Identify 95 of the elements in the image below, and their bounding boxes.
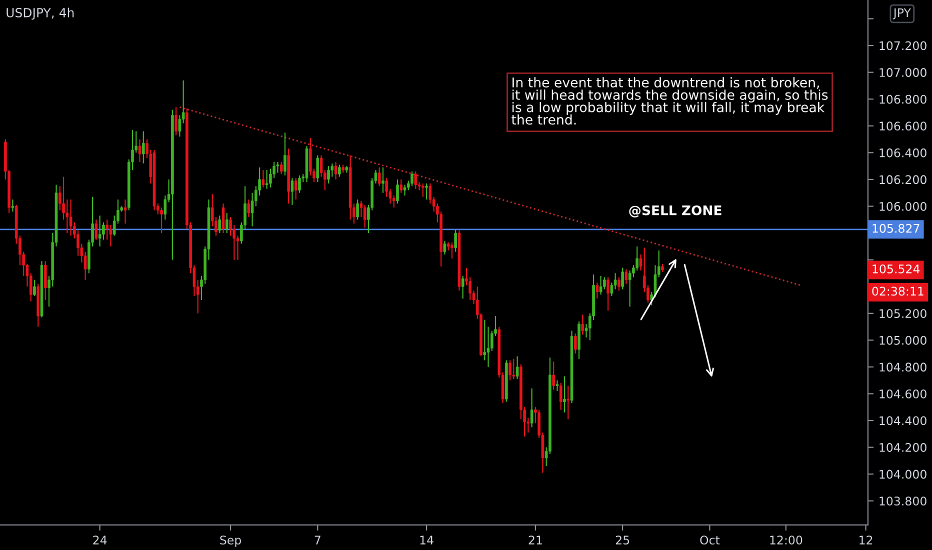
candlestick xyxy=(563,376,566,414)
candlestick xyxy=(382,166,384,194)
candlestick xyxy=(530,388,534,428)
candlestick xyxy=(363,204,366,228)
candlestick xyxy=(338,164,341,178)
candlestick xyxy=(454,228,457,252)
candlestick xyxy=(599,275,602,296)
x-tick-label: 12 xyxy=(860,536,872,544)
candlestick xyxy=(422,182,424,198)
y-tick-label: 106.600 xyxy=(880,122,926,131)
candlestick xyxy=(461,275,464,300)
annotation: In the event that the downtrend is not broken, it will head towards the downside again, so this is a low probability that it will fall, it may break the trend. xyxy=(512,77,828,125)
x-tick-label: 21 xyxy=(528,536,542,544)
candlestick xyxy=(142,130,145,164)
candlestick xyxy=(225,212,228,234)
candlestick xyxy=(69,198,72,236)
annotation: @SELL ZONE xyxy=(629,205,722,218)
y-tick-label: 107.200 xyxy=(880,41,926,50)
x-tick-label: 14 xyxy=(420,536,434,544)
candlestick xyxy=(356,198,359,220)
candlestick xyxy=(566,385,570,420)
y-tick-label: 105.200 xyxy=(880,309,926,318)
candlestick xyxy=(581,314,584,336)
candlestick xyxy=(11,198,14,212)
candlestick xyxy=(552,361,556,390)
text: JPY xyxy=(892,8,911,20)
text: USDJPY, 4h xyxy=(6,8,74,20)
candlestick xyxy=(247,198,250,218)
candlestick xyxy=(284,132,286,176)
candlestick xyxy=(290,178,294,206)
x-tick-label: Oct xyxy=(700,536,720,545)
y-tick-label: 104.400 xyxy=(880,416,926,426)
candlestick xyxy=(450,242,454,260)
candlestick xyxy=(44,260,47,301)
candlestick xyxy=(614,272,617,290)
candlestick xyxy=(403,184,406,196)
y-tick-label: 104.200 xyxy=(880,443,926,452)
x-tick-label: Sep xyxy=(220,536,241,547)
candlestick xyxy=(124,198,127,224)
candlestick xyxy=(265,170,268,190)
candlestick xyxy=(218,215,222,234)
candlestick xyxy=(138,138,142,163)
candlestick xyxy=(596,282,599,300)
candlestick xyxy=(160,207,163,234)
candlestick xyxy=(639,254,642,272)
candlestick xyxy=(574,332,577,354)
candlestick xyxy=(414,170,418,190)
y-tick-label: 106.200 xyxy=(880,175,926,184)
x-tick-label: 7 xyxy=(314,536,320,544)
candlestick xyxy=(294,178,298,200)
y-tick-label: 105.000 xyxy=(880,336,926,345)
candlestick xyxy=(396,178,399,204)
candlestick xyxy=(316,154,320,183)
candlestick xyxy=(410,170,414,187)
candlestick xyxy=(327,166,330,184)
candlestick xyxy=(33,279,36,297)
candlestick xyxy=(508,360,512,381)
candlestick xyxy=(98,215,102,247)
candlestick xyxy=(334,161,338,180)
candlestick xyxy=(174,106,178,136)
candlestick xyxy=(610,282,614,297)
y-tick-label: 106.000 xyxy=(880,202,926,211)
candlestick xyxy=(262,170,265,188)
candlestick xyxy=(443,240,446,256)
candlestick xyxy=(84,251,87,280)
y-tick-label: 106.400 xyxy=(880,148,926,158)
y-tick-label: 104.000 xyxy=(880,470,926,479)
candlestick xyxy=(621,267,624,290)
x-tick-label: 12:00 xyxy=(770,536,802,545)
y-tick-label: 107.000 xyxy=(880,68,926,77)
candlestick xyxy=(425,182,428,200)
y-tick-label: 104.600 xyxy=(880,389,926,398)
text: 02:38:11 xyxy=(872,286,924,296)
text: 105.524 xyxy=(872,264,920,274)
y-tick-label: 103.800 xyxy=(880,496,926,506)
candlestick xyxy=(178,114,182,138)
y-tick-label: 106.800 xyxy=(880,94,926,104)
candlestick xyxy=(222,203,225,234)
ref-line-label: 105.827 xyxy=(872,224,920,233)
y-tick-label: 104.800 xyxy=(880,362,926,372)
candlestick xyxy=(618,276,620,292)
candlestick xyxy=(516,356,519,380)
candlestick xyxy=(606,276,610,312)
candlestick xyxy=(94,219,98,240)
candlestick xyxy=(378,166,381,187)
candlestick xyxy=(400,178,403,194)
candlestick xyxy=(298,174,301,194)
x-tick-label: 25 xyxy=(616,536,630,545)
candlestick xyxy=(559,382,562,410)
candlestick xyxy=(360,200,363,218)
candlestick xyxy=(512,358,516,380)
x-tick-label: 24 xyxy=(93,536,107,544)
candlestick xyxy=(624,268,628,284)
candlestick xyxy=(280,161,283,175)
candlestick xyxy=(556,380,559,392)
